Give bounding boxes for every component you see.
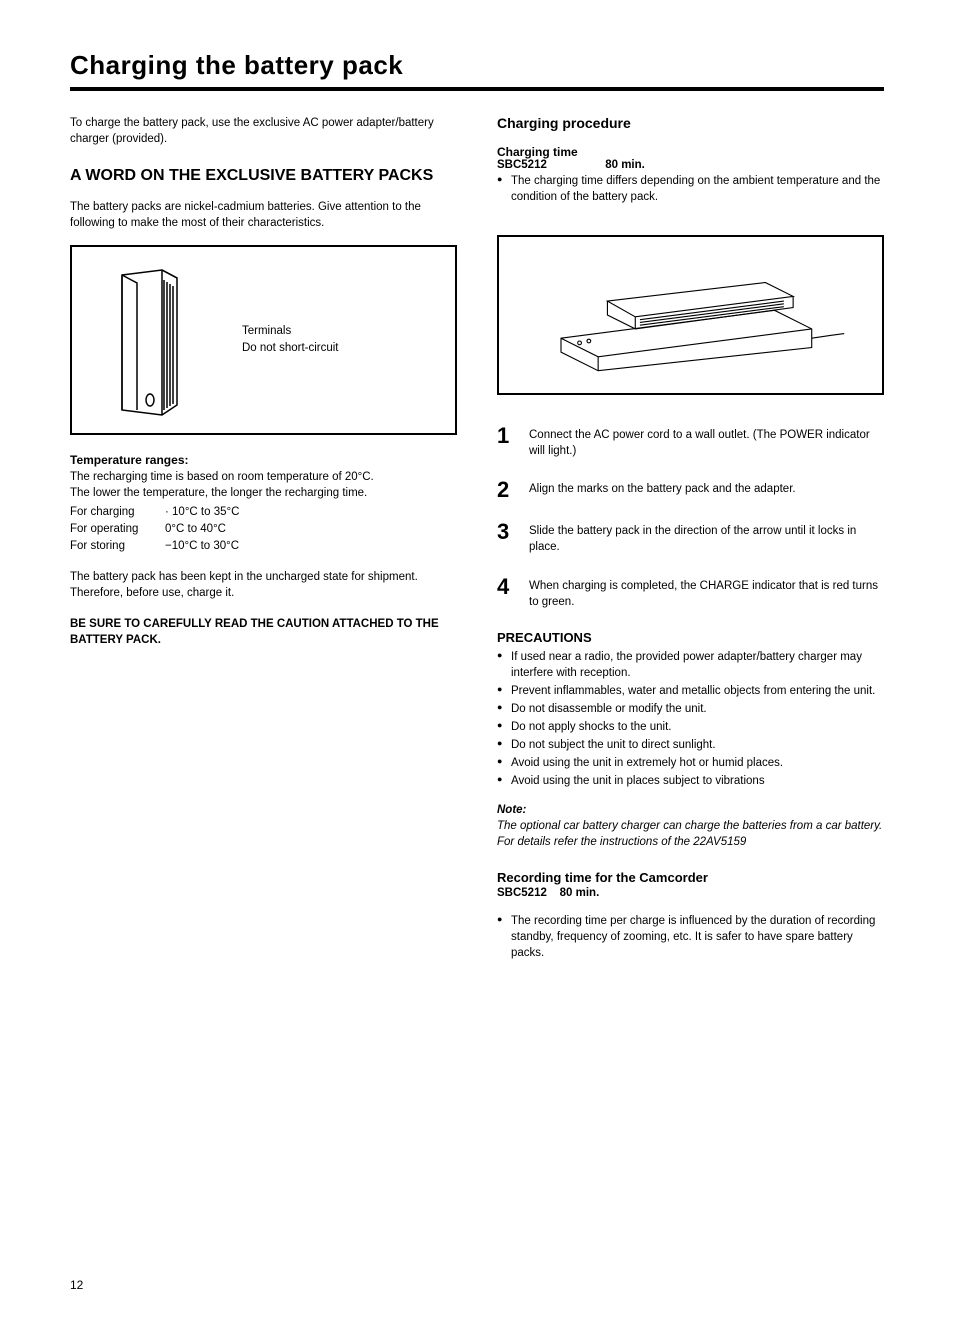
shipment-note: The battery pack has been kept in the un… (70, 569, 457, 601)
step-row: 4 When charging is completed, the CHARGE… (497, 576, 884, 610)
step-row: 1 Connect the AC power cord to a wall ou… (497, 425, 884, 459)
charging-model: SBC5212 (497, 159, 602, 171)
step-number: 2 (497, 479, 515, 501)
terminal-label-group: Terminals Do not short-circuit (242, 323, 339, 358)
charging-procedure-heading: Charging procedure (497, 115, 884, 131)
step-text: Slide the battery pack in the direction … (529, 521, 884, 555)
step-number: 3 (497, 521, 515, 555)
temp-range: 0°C to 40°C (165, 521, 226, 538)
step-number: 1 (497, 425, 515, 459)
temp-label: For storing (70, 538, 165, 555)
precautions-heading: PRECAUTIONS (497, 630, 884, 645)
charging-time: 80 min. (605, 159, 645, 171)
temp-range: · 10°C to 35°C (165, 504, 239, 521)
temp-label: For operating (70, 521, 165, 538)
charger-figure (497, 235, 884, 395)
temp-label: For charging (70, 504, 165, 521)
precautions-list: If used near a radio, the provided power… (497, 649, 884, 790)
battery-icon (92, 260, 212, 420)
charging-note-list: The charging time differs depending on t… (497, 173, 884, 205)
recording-time-heading: Recording time for the Camcorder (497, 870, 884, 885)
terminals-label: Terminals (242, 323, 339, 340)
battery-packs-desc: The battery packs are nickel-cadmium bat… (70, 199, 457, 231)
short-circuit-warning: Do not short-circuit (242, 340, 339, 357)
temp-row: For charging · 10°C to 35°C (70, 504, 457, 521)
columns: To charge the battery pack, use the excl… (70, 115, 884, 975)
step-text: When charging is completed, the CHARGE i… (529, 576, 884, 610)
note-text: The optional car battery charger can cha… (497, 818, 884, 850)
step-text: Connect the AC power cord to a wall outl… (529, 425, 884, 459)
right-column: Charging procedure Charging time SBC5212… (497, 115, 884, 975)
temp-intro-2: The lower the temperature, the longer th… (70, 485, 457, 501)
page: Charging the battery pack To charge the … (0, 0, 954, 1332)
recording-note-list: The recording time per charge is influen… (497, 913, 884, 961)
temp-row: For storing −10°C to 30°C (70, 538, 457, 555)
note-heading: Note: (497, 804, 884, 816)
left-column: To charge the battery pack, use the excl… (70, 115, 457, 975)
temp-intro-1: The recharging time is based on room tem… (70, 469, 457, 485)
step-row: 3 Slide the battery pack in the directio… (497, 521, 884, 555)
temp-ranges-heading: Temperature ranges: (70, 453, 457, 467)
step-row: 2 Align the marks on the battery pack an… (497, 479, 884, 501)
recording-note: The recording time per charge is influen… (497, 913, 884, 961)
step-number: 4 (497, 576, 515, 610)
precaution-item: Do not subject the unit to direct sunlig… (497, 737, 884, 753)
precaution-item: Avoid using the unit in places subject t… (497, 773, 884, 789)
battery-packs-heading: A WORD ON THE EXCLUSIVE BATTERY PACKS (70, 167, 457, 185)
battery-figure: Terminals Do not short-circuit (70, 245, 457, 435)
charging-time-row: SBC5212 80 min. (497, 159, 884, 171)
page-title: Charging the battery pack (70, 50, 884, 81)
precaution-item: Avoid using the unit in extremely hot or… (497, 755, 884, 771)
precaution-item: Do not apply shocks to the unit. (497, 719, 884, 735)
precaution-item: Prevent inflammables, water and metallic… (497, 683, 884, 699)
charging-time-label: Charging time (497, 145, 884, 159)
caution-text: BE SURE TO CAREFULLY READ THE CAUTION AT… (70, 616, 457, 648)
temp-range: −10°C to 30°C (165, 538, 239, 555)
precaution-item: Do not disassemble or modify the unit. (497, 701, 884, 717)
precaution-item: If used near a radio, the provided power… (497, 649, 884, 681)
recording-time-sub: SBC5212 80 min. (497, 887, 884, 899)
charging-note: The charging time differs depending on t… (497, 173, 884, 205)
title-rule (70, 87, 884, 91)
charger-icon (531, 250, 851, 380)
step-text: Align the marks on the battery pack and … (529, 479, 796, 501)
page-number: 12 (70, 1278, 83, 1292)
temp-row: For operating 0°C to 40°C (70, 521, 457, 538)
intro-text: To charge the battery pack, use the excl… (70, 115, 457, 147)
